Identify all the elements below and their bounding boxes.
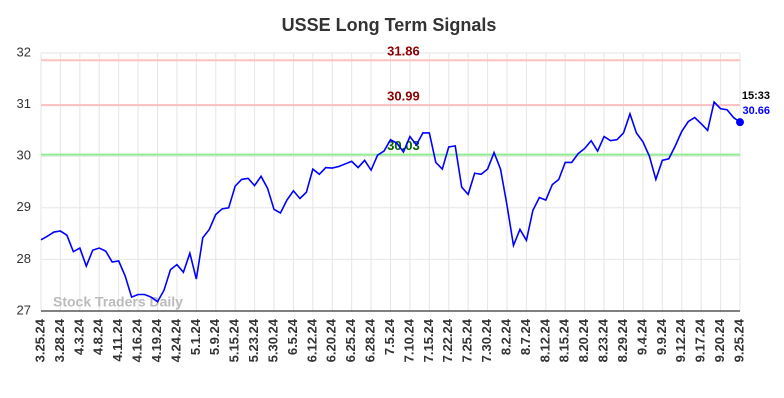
chart-title: USSE Long Term Signals — [282, 15, 497, 35]
price-line — [40, 100, 741, 303]
watermark: Stock Traders Daily — [53, 294, 183, 310]
x-tick-label: 8.2.24 — [498, 318, 513, 355]
x-tick-label: 8.20.24 — [576, 318, 591, 362]
x-tick-label: 4.8.24 — [91, 318, 106, 355]
y-tick-label: 31 — [17, 96, 31, 111]
time-label: 15:33 — [742, 90, 770, 102]
y-tick-label: 32 — [17, 44, 31, 59]
x-tick-label: 8.23.24 — [596, 318, 611, 362]
x-tick-label: 7.25.24 — [460, 318, 475, 362]
x-tick-label: 7.22.24 — [440, 318, 455, 362]
x-tick-label: 8.29.24 — [615, 318, 630, 362]
x-tick-label: 6.5.24 — [285, 318, 300, 355]
y-tick-label: 30 — [17, 148, 31, 163]
x-tick-label: 9.12.24 — [673, 318, 688, 362]
x-tick-label: 5.23.24 — [246, 318, 261, 362]
x-tick-label: 4.3.24 — [71, 318, 86, 355]
signal-label: 31.86 — [387, 44, 420, 59]
x-tick-label: 7.15.24 — [421, 318, 436, 362]
x-tick-label: 6.12.24 — [304, 318, 319, 362]
y-tick-label: 29 — [17, 199, 31, 214]
x-tick-label: 4.16.24 — [130, 318, 145, 362]
x-tick-label: 4.19.24 — [149, 318, 164, 362]
x-tick-label: 3.28.24 — [52, 318, 67, 362]
x-tick-label: 9.9.24 — [654, 318, 669, 355]
x-tick-label: 3.25.24 — [32, 318, 47, 362]
x-tick-label: 9.20.24 — [712, 318, 727, 362]
y-tick-label: 28 — [17, 251, 31, 266]
x-tick-label: 5.9.24 — [207, 318, 222, 355]
x-tick-label: 5.15.24 — [227, 318, 242, 362]
x-tick-label: 7.10.24 — [401, 318, 416, 362]
x-tick-label: 8.12.24 — [537, 318, 552, 362]
x-tick-label: 9.25.24 — [731, 318, 746, 362]
x-tick-label: 7.30.24 — [479, 318, 494, 362]
x-tick-label: 4.24.24 — [168, 318, 183, 362]
y-tick-label: 27 — [17, 302, 31, 317]
x-tick-label: 6.20.24 — [324, 318, 339, 362]
x-tick-label: 5.30.24 — [265, 318, 280, 362]
x-tick-label: 8.15.24 — [557, 318, 572, 362]
x-tick-label: 6.28.24 — [363, 318, 378, 362]
x-tick-label: 6.25.24 — [343, 318, 358, 362]
x-tick-label: 5.1.24 — [188, 318, 203, 355]
x-tick-label: 7.5.24 — [382, 318, 397, 355]
x-tick-label: 9.17.24 — [693, 318, 708, 362]
x-tick-label: 4.11.24 — [110, 318, 125, 361]
x-tick-label: 8.7.24 — [518, 318, 533, 355]
last-value-label: 30.66 — [742, 105, 770, 117]
last-point — [736, 118, 744, 127]
signal-label: 30.99 — [387, 89, 420, 104]
x-tick-label: 9.4.24 — [634, 318, 649, 355]
